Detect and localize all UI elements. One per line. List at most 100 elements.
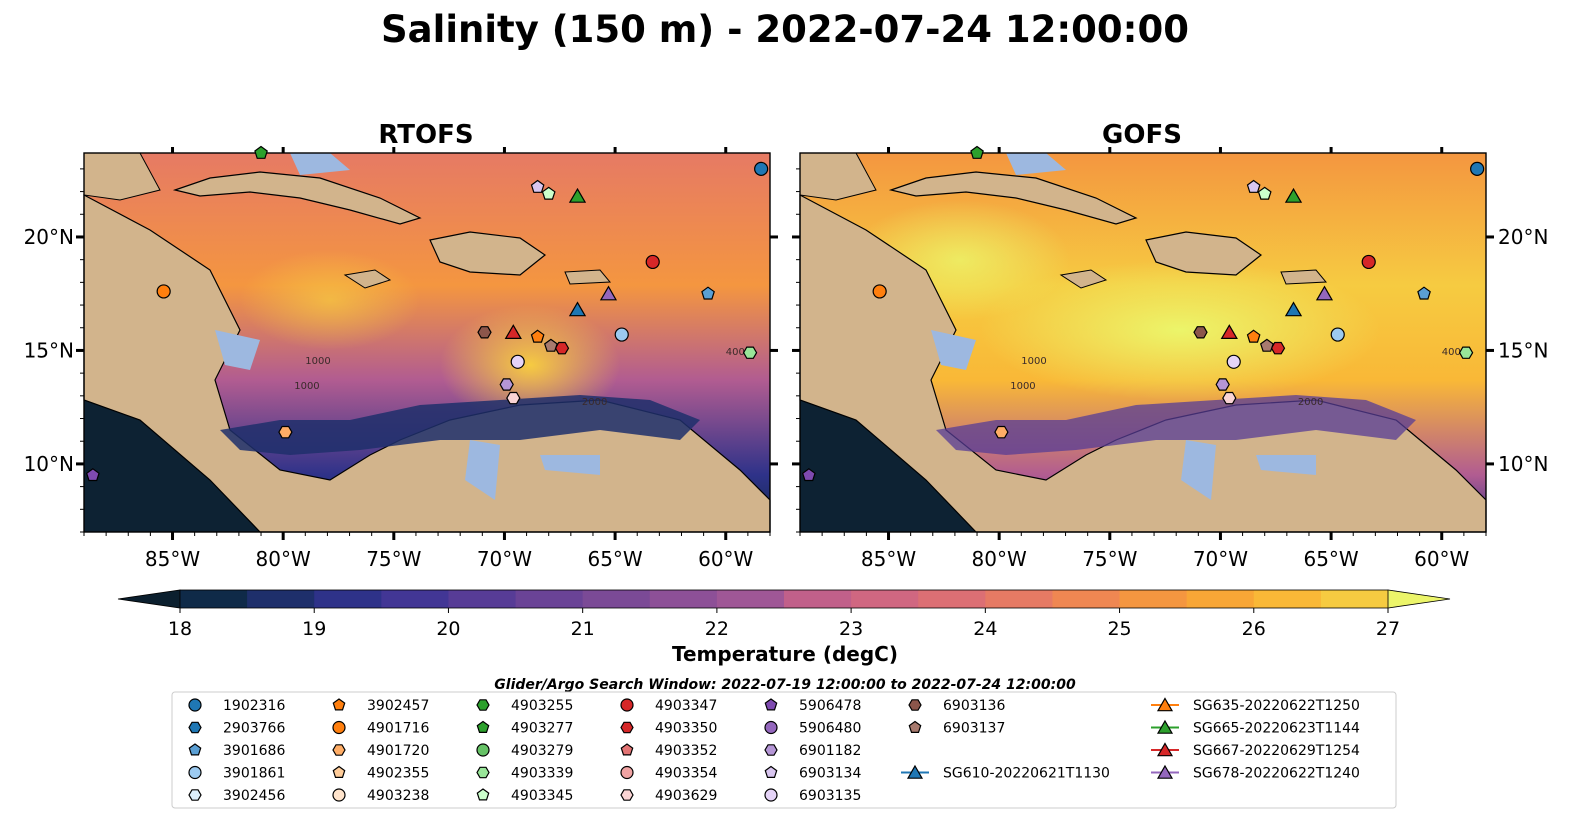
marker-4903345-gofs (1257, 186, 1272, 200)
marker-SG667-20220629T1254-gofs (1220, 324, 1238, 339)
colorbar-tick-label: 20 (436, 618, 460, 640)
colorbar-frame (179, 589, 1389, 609)
colorbar-tick-label: 21 (571, 618, 595, 640)
legend-label-6903135: 6903135 (799, 788, 861, 804)
legend-marker-6903136 (908, 699, 922, 711)
x-tick-label: 65°W (587, 547, 642, 571)
contour-label: 4000 (1442, 347, 1467, 358)
figure-title: Salinity (150 m) - 2022-07-24 12:00:00 (381, 8, 1189, 51)
marker-3902457-gofs (1246, 329, 1261, 343)
legend-label-6903137: 6903137 (943, 721, 1005, 737)
legend-label-3902457: 3902457 (367, 698, 429, 714)
colorbar-bin (515, 590, 584, 608)
legend-label-SG678-20220622T1240: SG678-20220622T1240 (1193, 766, 1360, 782)
x-tick-label: 85°W (861, 547, 916, 571)
legend-marker-4901720 (332, 744, 346, 756)
marker-4903350-gofs (1270, 341, 1286, 355)
marker-SG678-20220622T1240-gofs (1315, 285, 1334, 301)
colorbar-bin (247, 590, 315, 608)
legend-label-4903629: 4903629 (655, 788, 717, 804)
colorbar-bin (851, 590, 919, 608)
marker-SG678-20220622T1240-rtofs (599, 285, 618, 301)
contour-label: 2000 (1298, 397, 1323, 408)
colorbar-bin (180, 590, 248, 608)
legend-label-SG665-20220623T1144: SG665-20220623T1144 (1193, 721, 1360, 737)
marker-4903350-rtofs (554, 341, 570, 355)
x-tick-label: 65°W (1303, 547, 1358, 571)
legend-label-4903347: 4903347 (655, 698, 717, 714)
colorbar-tick-label: 27 (1376, 618, 1400, 640)
legend-box (171, 691, 1397, 809)
colorbar-bin (448, 590, 517, 608)
legend-marker-4903629 (620, 789, 634, 801)
legend-marker-5906478 (764, 698, 778, 711)
rtofs-map-panel (83, 152, 771, 533)
data-markers (85, 145, 1485, 482)
marker-4903345-rtofs (541, 186, 556, 200)
colorbar-tick-label: 18 (168, 618, 192, 640)
colorbar-bin (716, 590, 785, 608)
y-tick-label: 15°N (24, 338, 74, 362)
marker-6903135-gofs (1226, 354, 1241, 369)
legend-label-4903350: 4903350 (655, 721, 717, 737)
marker-3901861-rtofs (614, 327, 629, 342)
gofs-map-panel (799, 152, 1487, 533)
legend-label-5906478: 5906478 (799, 698, 861, 714)
marker-4901716-gofs (872, 284, 887, 299)
colorbar-bin (1052, 590, 1121, 608)
legend-marker-3902456 (188, 789, 202, 801)
legend-marker-1902316 (188, 698, 202, 712)
marker-6903136-gofs (1193, 326, 1208, 339)
legend-label-4903277: 4903277 (511, 721, 573, 737)
legend-label-1902316: 1902316 (223, 698, 285, 714)
marker-SG667-20220629T1254-rtofs (504, 324, 522, 339)
legend-label-3901686: 3901686 (223, 743, 285, 759)
x-tick-label: 85°W (145, 547, 200, 571)
legend-marker-4903345 (476, 788, 490, 801)
legend-label-2903766: 2903766 (223, 721, 285, 737)
marker-6903134-rtofs (530, 179, 545, 193)
colorbar-bin (1320, 590, 1389, 608)
legend-marker-5906480 (764, 720, 778, 735)
x-tick-label: 60°W (698, 547, 753, 571)
legend-marker-4902355 (332, 765, 346, 779)
legend-label-4903238: 4903238 (367, 788, 429, 804)
legend-label-4903255: 4903255 (511, 698, 573, 714)
legend-label-4903354: 4903354 (655, 766, 717, 782)
marker-3902457-rtofs (530, 329, 545, 343)
legend-marker-SG610-20220621T1130 (906, 764, 924, 779)
x-tick-label: 80°W (256, 547, 311, 571)
legend-marker-SG635-20220622T1250 (1156, 697, 1174, 712)
legend-marker-4903279 (476, 743, 490, 757)
legend-label-4902355: 4902355 (367, 766, 429, 782)
colorbar-bin (1253, 590, 1322, 608)
contour-label: 1000 (305, 356, 330, 367)
colorbar-extend-high (1387, 589, 1451, 609)
x-tick-label: 60°W (1414, 547, 1469, 571)
legend-marker-2903766 (188, 721, 202, 734)
colorbar-bin (985, 590, 1053, 608)
marker-SG610-20220621T1130-gofs (1284, 301, 1303, 317)
marker-4903629-rtofs (506, 391, 521, 405)
marker-6903134-gofs (1246, 179, 1261, 193)
legend-label-SG667-20220629T1254: SG667-20220629T1254 (1193, 743, 1360, 759)
x-tick-label: 70°W (1193, 547, 1248, 571)
legend-label-6901182: 6901182 (799, 743, 861, 759)
marker-6903135-rtofs (510, 354, 525, 369)
colorbar-tick-label: 26 (1242, 618, 1266, 640)
marker-1902316-gofs (1470, 161, 1485, 176)
legend-marker-6903137 (908, 720, 922, 734)
marker-4901720-rtofs (278, 425, 293, 439)
marker-6901182-rtofs (499, 378, 514, 391)
legend-label-SG610-20220621T1130: SG610-20220621T1130 (943, 766, 1110, 782)
colorbar-bin (649, 590, 718, 608)
legend-label-4903279: 4903279 (511, 743, 573, 759)
y-tick-label: 10°N (24, 452, 74, 476)
marker-6901182-gofs (1215, 378, 1230, 391)
legend-label-6903134: 6903134 (799, 766, 861, 782)
legend-label-4903339: 4903339 (511, 766, 573, 782)
legend-marker-3902457 (332, 698, 346, 711)
legend-marker-SG678-20220622T1240 (1156, 764, 1174, 779)
y-tick-label: 20°N (1498, 225, 1548, 249)
legend-marker-4903339 (476, 766, 490, 779)
